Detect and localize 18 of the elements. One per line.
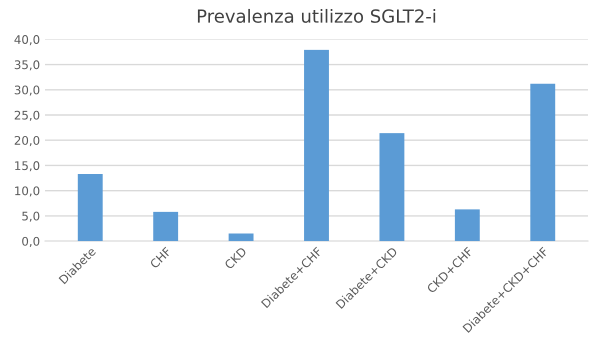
bar <box>78 174 103 242</box>
chart-title: Prevalenza utilizzo SGLT2-i <box>198 8 436 23</box>
y-tick-label: 40,0 <box>14 35 40 46</box>
bar <box>454 209 480 242</box>
y-tick-label: 35,0 <box>14 60 40 70</box>
y-tick-label: 10,0 <box>15 186 40 197</box>
bar <box>379 133 404 242</box>
y-tick-label: 5,0 <box>22 212 40 222</box>
y-tick-label: 15,0 <box>15 161 40 172</box>
y-tick-label: 20,0 <box>14 136 40 146</box>
bar <box>304 50 329 242</box>
bar <box>530 84 556 242</box>
bar <box>228 234 254 242</box>
y-tick-label: 0,0 <box>22 236 40 247</box>
y-tick-label: 25,0 <box>14 110 40 121</box>
y-tick-label: 30,0 <box>14 86 40 96</box>
bar <box>153 212 178 242</box>
x-tick-label: CKD <box>224 246 248 270</box>
